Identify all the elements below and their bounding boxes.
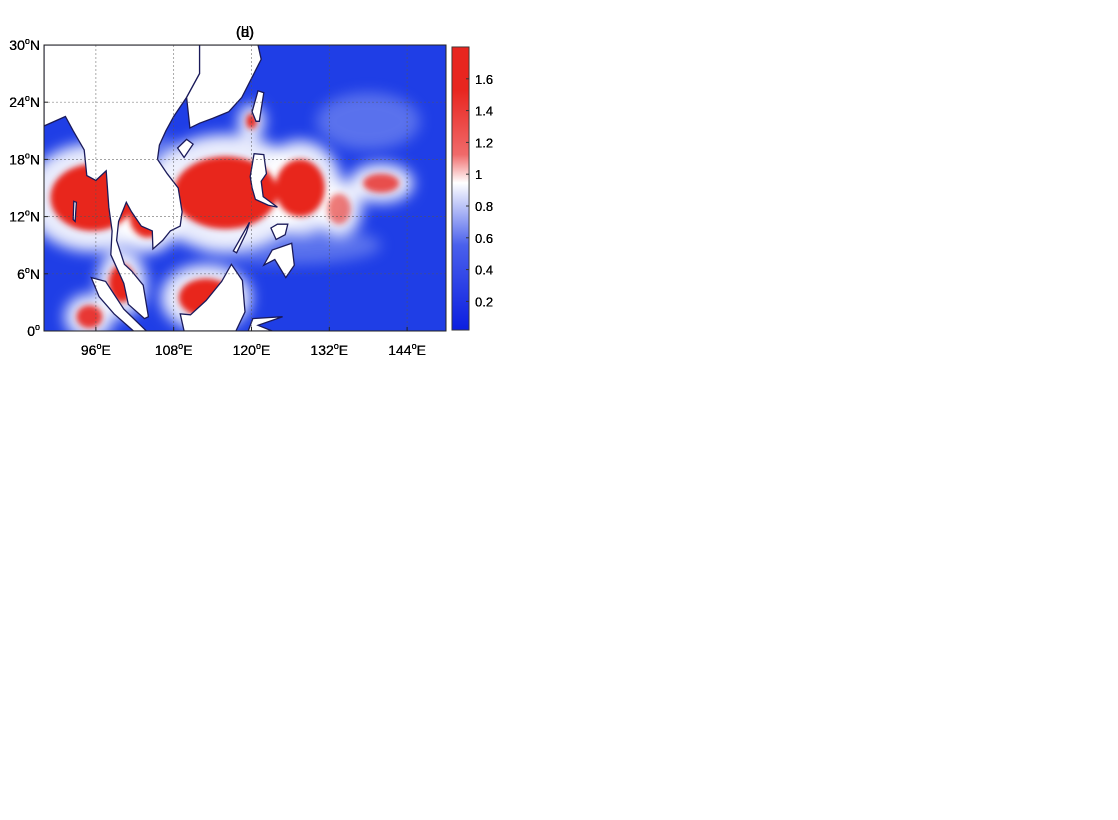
colorbar-tick-label: 1.6 xyxy=(475,72,493,87)
x-tick-label: 132oE xyxy=(310,341,348,358)
x-tick-label: 96oE xyxy=(81,341,111,358)
y-tick-label: 24oN xyxy=(9,93,40,110)
y-tick-label: 24oN xyxy=(9,93,40,110)
panel-label: (d) xyxy=(236,24,254,41)
panel-label: (a) xyxy=(236,24,254,41)
anomaly-region xyxy=(327,193,351,225)
map-panel-d: (d) 96oE 108oE 120oE 132oE 144oE 0o 6oN 12oN 18oN… xyxy=(0,0,528,385)
panel-label: (c) xyxy=(236,24,254,41)
anomaly-region xyxy=(363,173,400,193)
x-tick-label: 132oE xyxy=(310,341,348,358)
colorbar-tick-label: 1.2 xyxy=(475,135,493,150)
x-tick-label: 144oE xyxy=(388,341,426,358)
y-tick-label: 30oN xyxy=(9,36,40,53)
y-tick-label: 18oN xyxy=(9,150,40,167)
x-tick-label: 96oE xyxy=(81,341,111,358)
colorbar-tick-label: 0.6 xyxy=(475,231,493,246)
y-tick-label: 30oN xyxy=(9,36,40,53)
colorbar-tick-label: 0.2 xyxy=(475,294,493,309)
x-tick-label: 108oE xyxy=(155,341,193,358)
land-mask xyxy=(247,316,283,331)
colorbar xyxy=(451,46,470,331)
colorbar-tick-label: 1.4 xyxy=(475,104,493,119)
x-tick-label: 108oE xyxy=(155,341,193,358)
y-tick-label: 6oN xyxy=(17,265,40,282)
colorbar-tick-label: 1.4 xyxy=(475,104,493,119)
land-mask xyxy=(251,89,265,122)
map-svg: (d) 96oE 108oE 120oE 132oE 144oE 0o 6oN 12oN 18oN… xyxy=(9,24,493,358)
colorbar-tick-label: 1.2 xyxy=(475,135,493,150)
y-tick-label: 12oN xyxy=(9,208,40,225)
y-tick-label: 12oN xyxy=(9,208,40,225)
colorbar-tick-label: 1.6 xyxy=(475,72,493,87)
x-tick-label: 96oE xyxy=(81,341,111,358)
colorbar-tick-label: 1 xyxy=(475,167,482,182)
y-tick-label: 6oN xyxy=(17,265,40,282)
colorbar-tick-label: 1.6 xyxy=(475,72,493,87)
colorbar-tick-label: 1 xyxy=(475,167,482,182)
colorbar-tick-label: 0.2 xyxy=(475,294,493,309)
x-tick-label: 120oE xyxy=(233,341,271,358)
land-mask xyxy=(176,138,194,159)
map-field xyxy=(44,45,446,331)
y-tick-label: 6oN xyxy=(17,265,40,282)
plot-frame xyxy=(43,44,447,332)
colorbar-tick-label: 0.8 xyxy=(475,199,493,214)
y-tick-label: 18oN xyxy=(9,150,40,167)
colorbar-tick-label: 1.4 xyxy=(475,104,493,119)
x-tick-label: 120oE xyxy=(233,341,271,358)
colorbar-tick-label: 0.8 xyxy=(475,199,493,214)
x-tick-label: 96oE xyxy=(81,341,111,358)
land-mask xyxy=(179,263,246,331)
land-mask xyxy=(249,152,278,208)
x-tick-label: 120oE xyxy=(233,341,271,358)
colorbar-tick-label: 0.4 xyxy=(475,263,493,278)
panel-label: (b) xyxy=(236,24,254,41)
colorbar-tick-label: 0.6 xyxy=(475,231,493,246)
anomaly-region xyxy=(275,159,325,217)
y-tick-label: 6oN xyxy=(17,265,40,282)
y-tick-label: 18oN xyxy=(9,150,40,167)
x-tick-label: 120oE xyxy=(233,341,271,358)
colorbar-tick-label: 0.4 xyxy=(475,263,493,278)
colorbar-tick-label: 1 xyxy=(475,167,482,182)
land-mask xyxy=(270,223,289,241)
colorbar-tick-label: 0.2 xyxy=(475,294,493,309)
land-mask xyxy=(44,45,201,320)
land-mask xyxy=(72,200,78,223)
colorbar-tick-label: 1.6 xyxy=(475,72,493,87)
colorbar-tick-label: 1.2 xyxy=(475,135,493,150)
colorbar-tick-label: 0.8 xyxy=(475,199,493,214)
land-mask xyxy=(185,45,262,129)
x-tick-label: 132oE xyxy=(310,341,348,358)
colorbar-tick-label: 0.4 xyxy=(475,263,493,278)
land-mask xyxy=(90,276,148,331)
colorbar-tick-label: 1.4 xyxy=(475,104,493,119)
x-tick-label: 132oE xyxy=(310,341,348,358)
x-tick-label: 144oE xyxy=(388,341,426,358)
y-tick-label: 18oN xyxy=(9,150,40,167)
anomaly-region xyxy=(76,305,103,329)
x-tick-label: 144oE xyxy=(388,341,426,358)
x-tick-label: 144oE xyxy=(388,341,426,358)
y-tick-label: 30oN xyxy=(9,36,40,53)
y-tick-label: 30oN xyxy=(9,36,40,53)
y-tick-label: 0o xyxy=(27,322,40,339)
y-tick-label: 12oN xyxy=(9,208,40,225)
colorbar-tick-label: 0.4 xyxy=(475,263,493,278)
colorbar-tick-label: 0.6 xyxy=(475,231,493,246)
x-tick-label: 108oE xyxy=(155,341,193,358)
colorbar-tick-label: 0.8 xyxy=(475,199,493,214)
y-tick-label: 12oN xyxy=(9,208,40,225)
y-tick-label: 24oN xyxy=(9,93,40,110)
land-mask xyxy=(262,242,295,279)
land-mask xyxy=(232,221,251,254)
colorbar-tick-label: 0.2 xyxy=(475,294,493,309)
y-tick-label: 24oN xyxy=(9,93,40,110)
colorbar-tick-label: 1 xyxy=(475,167,482,182)
colorbar-tick-label: 0.6 xyxy=(475,231,493,246)
x-tick-label: 108oE xyxy=(155,341,193,358)
colorbar-tick-label: 1.2 xyxy=(475,135,493,150)
